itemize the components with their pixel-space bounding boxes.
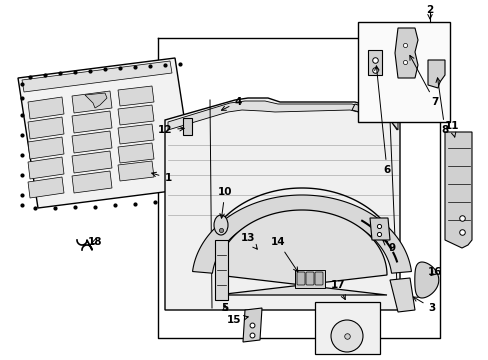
Bar (357, 22, 449, 122)
Polygon shape (369, 218, 389, 240)
Text: 14: 14 (270, 237, 297, 272)
Polygon shape (243, 308, 262, 342)
Text: 3: 3 (412, 297, 435, 313)
Text: 16: 16 (427, 267, 441, 277)
Polygon shape (215, 240, 227, 300)
Polygon shape (444, 132, 471, 248)
Text: 6: 6 (374, 66, 390, 175)
Polygon shape (18, 58, 195, 208)
Text: 12: 12 (158, 125, 184, 135)
Polygon shape (118, 124, 154, 144)
Polygon shape (294, 270, 325, 288)
Polygon shape (72, 171, 112, 193)
Ellipse shape (214, 215, 227, 235)
Polygon shape (183, 118, 192, 135)
Polygon shape (367, 50, 381, 75)
Polygon shape (28, 157, 64, 179)
Polygon shape (28, 117, 64, 139)
Text: 18: 18 (87, 237, 102, 247)
Text: 13: 13 (240, 233, 257, 249)
Polygon shape (168, 101, 396, 130)
FancyBboxPatch shape (314, 272, 323, 285)
Text: 5: 5 (221, 303, 228, 313)
Polygon shape (72, 131, 112, 153)
Text: 15: 15 (226, 315, 248, 325)
Text: 17: 17 (330, 280, 345, 300)
Polygon shape (85, 93, 107, 108)
Text: 2: 2 (426, 5, 433, 19)
Polygon shape (28, 97, 64, 119)
Polygon shape (118, 105, 154, 125)
Text: 11: 11 (444, 121, 458, 137)
Polygon shape (414, 262, 438, 298)
Polygon shape (394, 28, 417, 78)
Text: 7: 7 (409, 55, 438, 107)
Polygon shape (118, 161, 154, 181)
Bar (314, 302, 379, 354)
Text: 4: 4 (221, 97, 241, 110)
Text: 10: 10 (217, 187, 232, 218)
Polygon shape (118, 86, 154, 106)
Polygon shape (164, 98, 399, 310)
Polygon shape (351, 104, 397, 130)
Text: 8: 8 (435, 78, 447, 135)
Polygon shape (118, 143, 154, 163)
Text: 1: 1 (151, 172, 171, 183)
Polygon shape (427, 60, 444, 88)
Polygon shape (72, 111, 112, 133)
Polygon shape (28, 177, 64, 198)
FancyBboxPatch shape (296, 272, 305, 285)
Polygon shape (72, 91, 112, 113)
Polygon shape (22, 61, 172, 92)
Polygon shape (389, 278, 414, 312)
Circle shape (330, 320, 362, 352)
Polygon shape (72, 151, 112, 173)
Polygon shape (28, 137, 64, 159)
Polygon shape (192, 195, 410, 273)
FancyBboxPatch shape (305, 272, 313, 285)
Polygon shape (217, 210, 386, 295)
Text: 9: 9 (382, 240, 395, 253)
